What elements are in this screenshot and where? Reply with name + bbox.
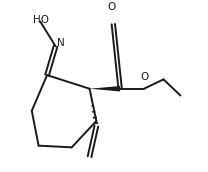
Text: HO: HO [33,15,50,25]
Polygon shape [90,86,120,92]
Text: O: O [108,2,116,12]
Text: O: O [141,72,149,82]
Text: N: N [57,38,65,48]
